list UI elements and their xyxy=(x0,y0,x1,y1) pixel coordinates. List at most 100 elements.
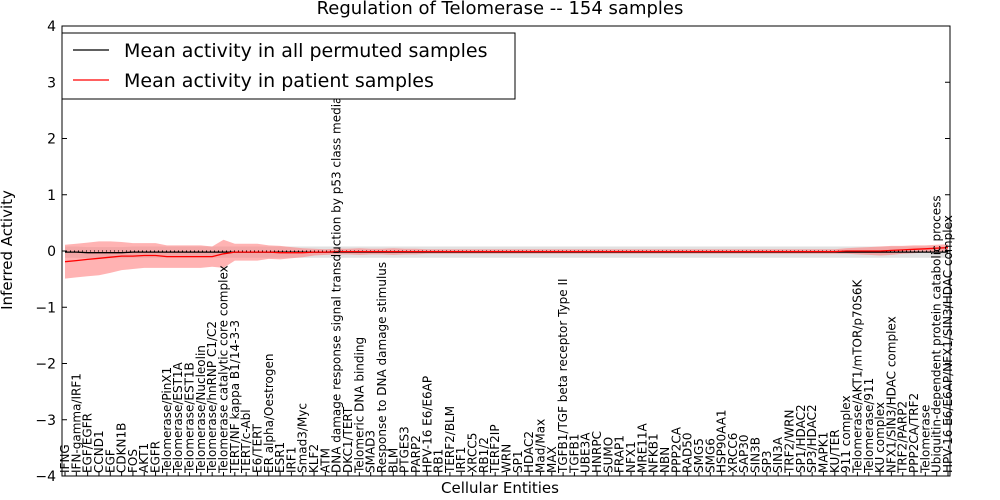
x-category-label: FOS xyxy=(126,449,140,473)
x-category-label: PTGES3 xyxy=(398,426,412,473)
legend: Mean activity in all permuted samples Me… xyxy=(61,32,516,100)
x-category-label: HPV-16 E6/E6AP xyxy=(420,376,434,473)
x-category-label: DKC1/TERT xyxy=(341,406,355,473)
x-category-label: AKT1 xyxy=(137,443,151,473)
x-category-label: Mad/Max xyxy=(534,419,548,473)
x-category-label: SIN3A xyxy=(771,436,785,473)
y-tick-label: 0 xyxy=(47,244,56,260)
x-category-label: SP3/HDAC2 xyxy=(805,404,819,473)
x-category-label: TGFB1 xyxy=(567,434,581,474)
x-category-label: HNRPC xyxy=(590,431,604,473)
x-category-label: NBN xyxy=(658,447,672,473)
y-axis-label: Inferred Activity xyxy=(0,190,16,310)
x-category-label: ATM xyxy=(318,448,332,473)
x-category-label: IFNG xyxy=(58,444,72,473)
x-category-label: TRF2/WRN xyxy=(783,410,797,474)
legend-box xyxy=(61,32,516,100)
x-category-label: DNA damage response signal transduction … xyxy=(330,80,344,473)
x-category-label: HDAC2 xyxy=(522,431,536,473)
series-line-patient xyxy=(64,246,949,263)
legend-label-patient: Mean activity in patient samples xyxy=(124,70,434,92)
x-category-label: Telomerase/PinX1 xyxy=(160,367,174,474)
x-category-label: Telomerase/EST1A xyxy=(171,361,185,474)
x-category-label: CCND1 xyxy=(92,430,106,473)
x-category-label: ER alpha/Oestrogen xyxy=(262,354,276,473)
x-category-label: KU/TER xyxy=(828,429,842,473)
x-category-label: SUMO xyxy=(601,437,615,473)
x-category-label: WRN xyxy=(500,444,514,473)
x-category-label: BLM xyxy=(386,448,400,473)
x-category-label: TERF2/BLM xyxy=(443,406,457,474)
x-category-label: Telomerase/EST1B xyxy=(183,362,197,474)
x-category-label: IFN-gamma/IRF1 xyxy=(69,373,83,473)
y-tick-label: 2 xyxy=(47,132,56,148)
x-category-label: SP1 xyxy=(511,451,525,474)
x-category-label: TGFB1/TGF beta receptor Type II xyxy=(556,278,570,474)
x-category-label: PARP2 xyxy=(409,435,423,473)
x-category-label: SMG6 xyxy=(703,438,717,473)
y-tick-label: −3 xyxy=(35,413,56,429)
x-category-label: NFX1/SIN3/HDAC complex xyxy=(884,316,898,473)
x-category-label: RB1/2 xyxy=(477,437,491,473)
x-category-label: Telomerase/hnRNP C1/C2 xyxy=(205,321,219,474)
x-category-label: UBE3A xyxy=(579,432,593,473)
y-tick-label: −4 xyxy=(35,469,56,485)
x-category-label: NFKB1 xyxy=(647,433,661,473)
x-category-label: Telomerase xyxy=(918,405,932,474)
x-category-label: SIN3B xyxy=(749,437,763,473)
x-category-label: IRF1 xyxy=(284,447,298,473)
legend-label-permuted: Mean activity in all permuted samples xyxy=(124,40,487,62)
x-category-label: EGF/EGFR xyxy=(81,413,95,473)
x-axis-label: Cellular Entities xyxy=(441,479,559,497)
x-category-label: KLF2 xyxy=(307,444,321,473)
x-category-label: Telomerase/911 xyxy=(862,378,876,474)
x-category-label: SAP30 xyxy=(737,434,751,473)
x-category-label: SP1/HDAC2 xyxy=(794,404,808,473)
x-category-label: EGF xyxy=(103,449,117,473)
x-category-label: HPV-16 E6/E6AP/NFX1/SIN3/HDAC complex xyxy=(941,215,955,473)
x-category-label: Telomerase catalytic core complex xyxy=(217,265,231,474)
y-tick-label: −1 xyxy=(35,300,56,316)
x-category-label: Telomeric DNA binding xyxy=(352,337,366,474)
x-category-label: PPP2CA/TRF2 xyxy=(907,393,921,473)
x-category-label: SP3 xyxy=(760,451,774,474)
x-axis: IFNGIFN-gamma/IRF1EGF/EGFRCCND1EGFCDKN1B… xyxy=(58,80,955,476)
x-category-label: SMG5 xyxy=(692,438,706,473)
x-category-label: XRCC6 xyxy=(726,433,740,473)
y-tick-label: 1 xyxy=(47,188,56,204)
x-category-label: ESR1 xyxy=(273,442,287,473)
x-category-label: IRF1 xyxy=(454,447,468,473)
x-category-label: XRCC5 xyxy=(466,433,480,473)
x-category-label: E6/TERT xyxy=(250,423,264,473)
x-category-label: 911 complex xyxy=(839,395,853,473)
plot-area xyxy=(62,239,950,279)
chart-title: Regulation of Telomerase -- 154 samples xyxy=(317,0,684,19)
band-patient xyxy=(65,239,948,279)
x-category-label: Telomerase/Nucleolin xyxy=(194,345,208,474)
x-category-label: Smad3/Myc xyxy=(296,403,310,473)
x-category-label: SMAD3 xyxy=(364,430,378,473)
x-category-label: NFX1 xyxy=(624,441,638,473)
x-category-label: FRAP1 xyxy=(613,435,627,473)
y-tick-label: 4 xyxy=(47,19,56,35)
x-category-label: MAPK1 xyxy=(817,432,831,473)
x-category-label: TRF2/PARP2 xyxy=(896,401,910,474)
x-category-label: KU complex xyxy=(873,402,887,473)
x-category-label: TERT/c-Abl xyxy=(239,409,253,474)
x-category-label: HSP90AA1 xyxy=(715,409,729,473)
x-category-label: TERT/NF kappa B1/14-3-3 xyxy=(228,320,242,474)
y-tick-label: −2 xyxy=(35,357,56,373)
x-category-label: EGFR xyxy=(149,441,163,473)
y-tick-label: 3 xyxy=(47,75,56,91)
x-category-label: RB1 xyxy=(432,449,446,473)
x-category-label: MAX xyxy=(545,446,559,473)
x-category-label: TERF2IP xyxy=(488,424,502,474)
x-category-label: PPP2CA xyxy=(669,426,683,473)
x-category-label: Response to DNA damage stimulus xyxy=(375,262,389,473)
x-category-label: MRE11A xyxy=(635,422,649,473)
x-category-label: RAD50 xyxy=(681,432,695,473)
x-category-label: CDKN1B xyxy=(115,423,129,473)
y-axis: −4 −3 −2 −1 0 1 2 3 4 xyxy=(35,19,950,485)
x-category-label: Ubiquitin-dependent protein catabolic pr… xyxy=(930,195,944,473)
